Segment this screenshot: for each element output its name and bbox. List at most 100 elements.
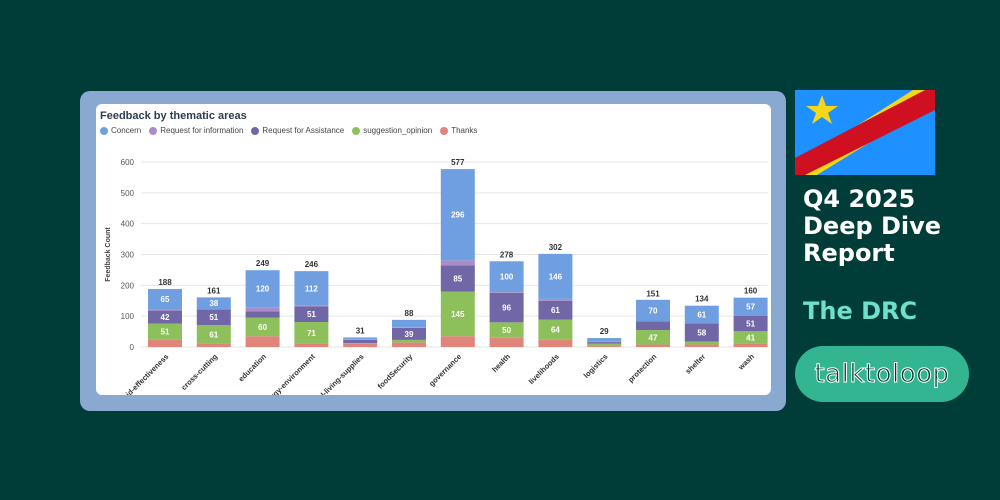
bar-segment [538,319,573,340]
segment-label: 42 [161,313,170,322]
x-tick-label: logistics [582,352,610,380]
bar-segment [294,343,329,347]
bar-segment [587,338,622,342]
legend-swatch-thanks [440,126,449,135]
bar-segment [343,337,378,340]
bar-segment [196,325,231,344]
total-label: 160 [744,287,758,296]
x-tick-label: foodSecurity [376,351,415,390]
x-tick-label: health [490,352,512,374]
segment-label: 100 [500,273,514,282]
bar-segment [440,265,475,292]
x-tick-label: ial-living-supplies [314,352,365,395]
legend-label: Concern [111,126,142,135]
y-tick-label: 600 [121,158,135,167]
logo-text: talktoloop [814,359,950,390]
bar-segment [587,346,622,347]
legend-label: Request for Assistance [262,126,345,135]
bar-segment [148,310,182,324]
x-tick-label: livelihoods [527,352,561,386]
bar-segment [196,297,231,310]
segment-label: 57 [746,302,755,311]
report-title-line3: Report [803,239,895,267]
legend-label: Thanks [451,126,478,135]
bar-segment [440,336,475,347]
bar-segment [392,327,426,340]
bar-segment [392,319,426,328]
bar-segment [733,297,768,316]
segment-label: 61 [551,306,560,315]
segment-label: 41 [746,334,755,343]
report-title-line1: Q4 2025 [803,185,916,213]
drc-flag-icon [795,90,935,175]
y-tick-label: 300 [121,251,135,260]
legend-item-request-for-information[interactable]: Request for information [149,126,243,135]
bar-segment [684,305,719,324]
segment-label: 61 [697,311,706,320]
bar-segment [489,292,524,323]
report-title: Q4 2025 Deep Dive Report [803,186,941,267]
segment-label: 145 [451,310,465,319]
legend-swatch-request-for-assistance [251,126,260,135]
legend-item-suggestion-opinion[interactable]: suggestion_opinion [352,126,432,135]
report-title-line2: Deep Dive [803,212,942,240]
total-label: 31 [356,326,365,335]
legend-item-request-for-assistance[interactable]: Request for Assistance [251,126,344,135]
stacked-bar-chart: 0 100 200 300 400 500 600 Feedback Count 51 42 65 1… [105,158,768,395]
x-tick-label: education [237,352,269,384]
bar-segment [538,300,573,320]
segment-label: 51 [307,310,316,319]
x-tick-label: cross-cutting [179,352,219,392]
total-label: 577 [451,158,465,167]
bar-segment [245,317,280,337]
bar-segment [587,342,622,344]
y-tick-label: 200 [121,281,135,290]
segment-label: 296 [451,211,465,220]
y-tick-label: 0 [130,343,135,352]
bar-segment [440,260,475,266]
total-label: 246 [305,260,319,269]
segment-label: 38 [209,299,218,308]
total-label: 88 [405,309,414,318]
bar-segment [440,169,475,261]
y-tick-label: 400 [121,220,135,229]
bar-segment [294,322,329,344]
segment-label: 61 [209,331,218,340]
bar-segment [294,306,329,323]
bar-segment [538,298,573,301]
bar-segment [587,343,622,347]
chart-card: Feedback by thematic areas Concern Reque… [96,104,771,395]
chart-legend: Concern Request for information Request … [100,126,477,135]
bar-segment [148,323,182,340]
total-label: 302 [549,243,563,252]
segment-label: 96 [502,304,511,313]
bar-segment [294,271,329,306]
bar-segment [392,327,426,328]
x-tick-label: aid-effectiveness [121,352,170,395]
bar-segment [684,344,719,347]
bar-segment [148,339,182,347]
country-name: The DRC [803,297,918,325]
bar-segment [245,270,280,308]
bar-segment [245,307,280,312]
chart-title: Feedback by thematic areas [100,110,247,122]
y-axis-label: Feedback Count [105,227,112,282]
bar-segment [489,322,524,338]
bar-segment [684,341,719,345]
bar-segment [684,323,719,342]
segment-label: 65 [161,295,170,304]
legend-item-concern[interactable]: Concern [100,126,141,135]
segment-label: 85 [453,274,462,283]
segment-label: 71 [307,329,316,338]
segment-label: 58 [697,329,706,338]
bar-segment [636,344,670,347]
bar-segment [489,292,524,293]
segment-label: 70 [649,307,658,316]
bar-segment [343,343,378,347]
total-label: 278 [500,250,514,259]
legend-item-thanks[interactable]: Thanks [440,126,477,135]
total-label: 249 [256,259,270,268]
x-tick-label: shelter [683,352,707,376]
segment-label: 146 [549,272,563,281]
legend-label: suggestion_opinion [363,126,433,135]
